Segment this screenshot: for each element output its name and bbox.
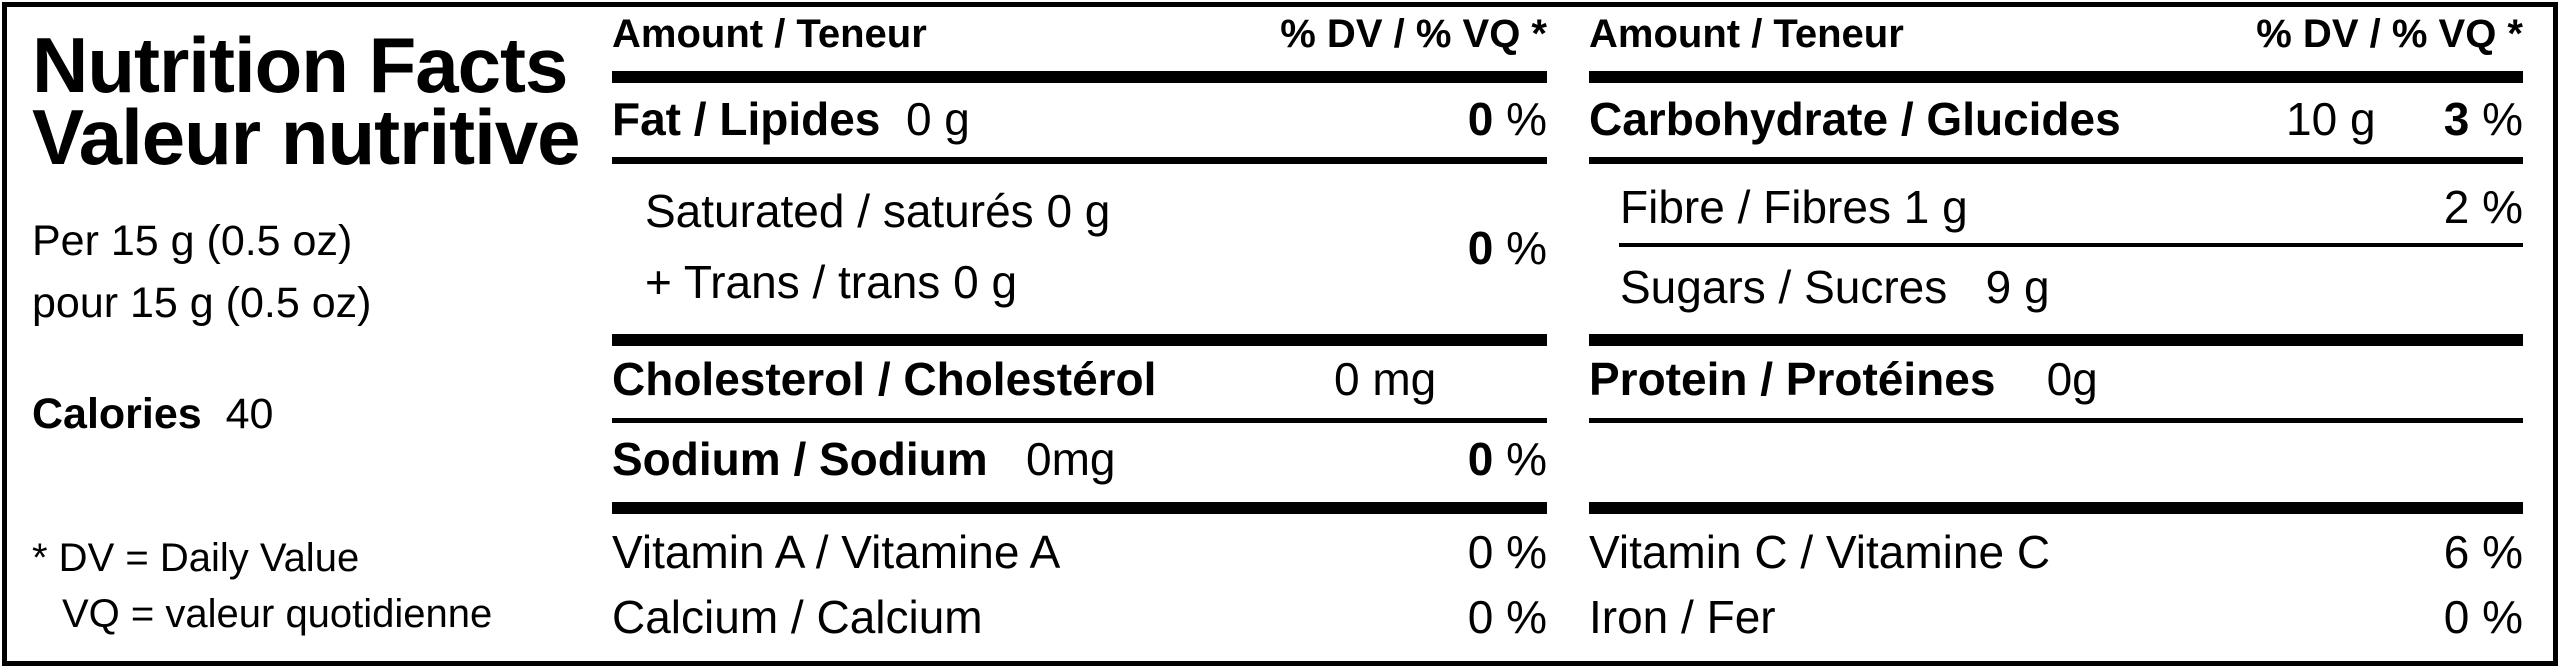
divider — [1589, 157, 2523, 164]
vitamin-a-label: Vitamin A / Vitamine A — [612, 526, 1061, 578]
cholesterol-label: Cholesterol / Cholestérol — [612, 353, 1157, 405]
sugars-label: Sugars / Sucres — [1620, 261, 1948, 313]
divider — [612, 418, 1547, 423]
fat-dv: 0 % — [1468, 96, 1547, 142]
fat-row: Fat / Lipides 0 g — [612, 96, 970, 142]
saturated-trans-dv: 0 % — [1468, 225, 1547, 271]
fat-dv-value: 0 — [1467, 93, 1494, 145]
divider — [612, 157, 1547, 164]
sodium-amount: 0mg — [1026, 433, 1116, 485]
header-dv-right: % DV / % VQ * — [2256, 12, 2523, 56]
protein-amount: 0g — [2046, 353, 2098, 405]
saturated-label: Saturated / saturés 0 g — [645, 185, 1111, 237]
percent-sign: % — [1506, 93, 1547, 145]
divider — [1589, 418, 2523, 423]
carbohydrate-dv: 3 % — [2444, 96, 2523, 142]
fat-label: Fat / Lipides — [612, 93, 881, 145]
thick-divider — [612, 502, 1547, 514]
saturated-trans-dv-value: 0 — [1467, 222, 1494, 274]
header-amount-right: Amount / Teneur — [1589, 12, 1904, 56]
sodium-dv-value: 0 — [1467, 433, 1494, 485]
title-french: Valeur nutritive — [32, 93, 581, 181]
iron-label: Iron / Fer — [1589, 591, 1776, 643]
carbohydrate-amount: 10 g — [2286, 93, 2376, 145]
fat-amount: 0 g — [905, 93, 970, 145]
protein-label: Protein / Protéines — [1589, 353, 1996, 405]
serving-size-french: pour 15 g (0.5 oz) — [32, 279, 372, 327]
calories: Calories 40 — [32, 393, 273, 436]
header-dv: % DV / % VQ * — [1280, 12, 1547, 56]
thin-divider — [1619, 243, 2523, 247]
calcium-label: Calcium / Calcium — [612, 591, 983, 643]
sodium-dv: 0 % — [1468, 436, 1547, 482]
thick-divider — [1589, 334, 2523, 346]
footnote-vq: VQ = valeur quotidienne — [62, 592, 493, 636]
protein-row: Protein / Protéines 0g — [1589, 356, 2098, 402]
vitamin-c-dv: 6 % — [2443, 526, 2523, 578]
iron-dv: 0 % — [2443, 591, 2523, 643]
fibre-label: Fibre / Fibres 1 g — [1620, 181, 1968, 233]
vitamin-c-label: Vitamin C / Vitamine C — [1589, 526, 2051, 578]
percent-sign: % — [1506, 433, 1547, 485]
carbohydrate-label: Carbohydrate / Glucides — [1589, 93, 2121, 145]
percent-sign: % — [1506, 222, 1547, 274]
cholesterol-amount: 0 mg — [1334, 353, 1437, 405]
thick-divider — [1589, 502, 2523, 514]
carbohydrate-dv-value: 3 — [2443, 93, 2470, 145]
footnote-dv: * DV = Daily Value — [32, 536, 360, 580]
trans-label: + Trans / trans 0 g — [645, 256, 1018, 308]
sugars-row: Sugars / Sucres 9 g — [1620, 264, 2050, 310]
title-english: Nutrition Facts — [32, 21, 568, 109]
calories-label: Calories — [32, 390, 202, 438]
sodium-label: Sodium / Sodium — [612, 433, 988, 485]
serving-size-english: Per 15 g (0.5 oz) — [32, 217, 353, 265]
calcium-dv: 0 % — [1467, 591, 1547, 643]
vitamin-a-dv: 0 % — [1467, 526, 1547, 578]
thick-divider — [1589, 71, 2523, 83]
thick-divider — [612, 334, 1547, 346]
thick-divider — [612, 71, 1547, 83]
sodium-row: Sodium / Sodium 0mg — [612, 436, 1116, 482]
header-amount: Amount / Teneur — [612, 12, 927, 56]
fibre-dv: 2 % — [2443, 181, 2523, 233]
sugars-amount: 9 g — [1985, 261, 2050, 313]
calories-value: 40 — [225, 390, 274, 438]
percent-sign: % — [2482, 93, 2523, 145]
